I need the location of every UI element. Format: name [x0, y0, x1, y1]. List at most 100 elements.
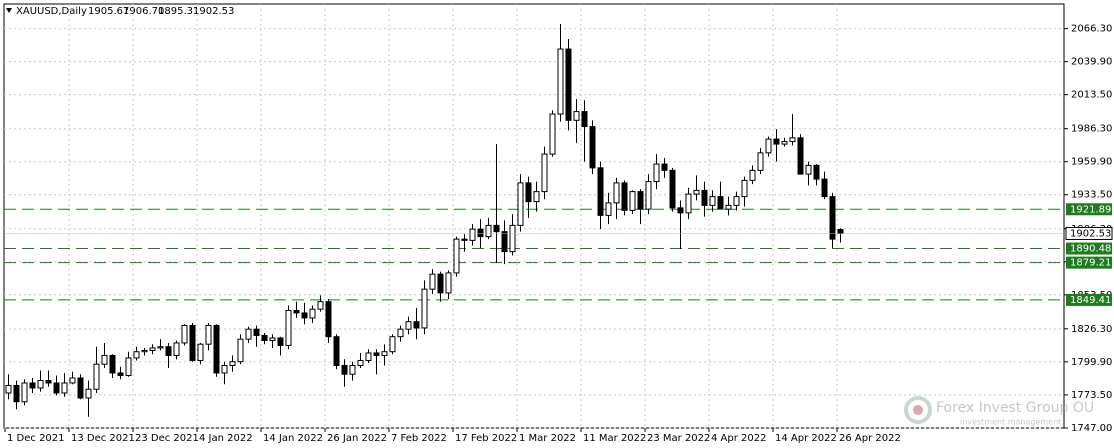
y-tick-label: 1933.50 — [1071, 190, 1112, 201]
candle-body — [213, 324, 220, 374]
candle-body — [709, 196, 716, 206]
level-label: 1879.21 — [1070, 258, 1111, 269]
x-tick-label: 17 Feb 2022 — [455, 433, 517, 444]
candle-body — [781, 141, 788, 145]
candle-body — [405, 321, 412, 330]
candle-body — [597, 167, 604, 216]
candle-body — [237, 338, 244, 363]
candle-body — [149, 347, 156, 351]
candle-body — [221, 364, 228, 374]
candle-body — [445, 272, 452, 294]
x-tick-label: 26 Jan 2022 — [327, 433, 387, 444]
candle-body — [461, 238, 468, 241]
candle-body — [621, 182, 628, 211]
y-tick-label: 1959.90 — [1071, 157, 1112, 168]
candle-body — [573, 111, 580, 121]
candle-body — [45, 379, 52, 384]
candle-body — [637, 191, 644, 210]
candle-body — [701, 189, 708, 206]
level-label: 1921.89 — [1070, 204, 1111, 215]
candle-body — [77, 377, 84, 399]
ohlc-close: 1902.53 — [193, 6, 234, 17]
x-tick-label: 14 Apr 2022 — [775, 433, 837, 444]
candle-body — [93, 363, 100, 390]
candle-body — [757, 152, 764, 171]
candle-body — [717, 196, 724, 210]
candle-body — [469, 228, 476, 241]
candle-body — [749, 169, 756, 181]
candle-body — [101, 354, 108, 365]
candle-body — [421, 288, 428, 329]
candle-body — [69, 377, 76, 384]
candle-body — [325, 301, 332, 338]
candle-body — [37, 379, 44, 389]
candle-body — [773, 138, 780, 145]
level-label-box — [1066, 256, 1112, 269]
y-tick-label: 2066.30 — [1071, 24, 1112, 35]
candle-body — [333, 336, 340, 366]
candle-body — [261, 334, 268, 341]
candle-body — [645, 181, 652, 210]
candle-body — [301, 312, 308, 319]
candle-body — [205, 324, 212, 345]
collapse-icon — [6, 8, 12, 13]
candle-body — [53, 382, 60, 394]
price-label: 1902.53 — [1070, 228, 1111, 239]
watermark-title: Forex Invest Group OU — [936, 400, 1094, 416]
candle-body — [229, 361, 236, 366]
y-tick-label: 1799.90 — [1071, 357, 1112, 368]
candle-body — [493, 224, 500, 233]
candle-body — [173, 342, 180, 356]
candle-body — [429, 273, 436, 290]
candle-body — [549, 113, 556, 155]
candle-body — [829, 196, 836, 240]
watermark: Forex Invest Group OU investment managem… — [904, 396, 1094, 427]
x-tick-label: 7 Feb 2022 — [391, 433, 447, 444]
candle-body — [605, 202, 612, 216]
candle-body — [157, 346, 164, 349]
ohlc-low: 1895.31 — [158, 6, 199, 17]
level-label-box — [1066, 242, 1112, 255]
candle-body — [685, 193, 692, 214]
level-label: 1890.48 — [1070, 244, 1111, 255]
y-tick-label: 1747.00 — [1071, 423, 1112, 434]
x-tick-label: 1 Mar 2022 — [519, 433, 576, 444]
candle-body — [485, 224, 492, 238]
y-tick-label: 2013.50 — [1071, 90, 1112, 101]
candle-body — [413, 321, 420, 329]
candle-body — [61, 382, 68, 394]
candle-body — [349, 364, 356, 375]
candle-body — [381, 351, 388, 356]
candle-body — [181, 324, 188, 344]
candle-body — [309, 308, 316, 319]
candle-body — [29, 382, 36, 389]
candle-body — [805, 164, 812, 175]
candle-body — [741, 179, 748, 198]
plot-frame — [3, 3, 1065, 429]
watermark-logo — [904, 396, 932, 424]
candle-body — [533, 191, 540, 203]
candle-body — [821, 178, 828, 198]
candle-body — [437, 273, 444, 294]
candle-body — [477, 228, 484, 238]
candle-body — [397, 328, 404, 338]
ohlc-open: 1905.67 — [88, 6, 129, 17]
candle-body — [693, 189, 700, 195]
x-tick-label: 14 Jan 2022 — [263, 433, 323, 444]
candle-body — [317, 301, 324, 310]
candle-body — [365, 352, 372, 361]
candle-body — [629, 191, 636, 211]
candle-body — [341, 364, 348, 375]
candle-body — [565, 48, 572, 121]
level-label-box — [1066, 293, 1112, 306]
watermark-subtitle: investment management — [960, 418, 1061, 427]
candle-body — [285, 309, 292, 346]
candle-body — [501, 231, 508, 253]
candle-body — [189, 324, 196, 361]
candle-body — [141, 349, 148, 353]
candle-body — [85, 388, 92, 399]
y-tick-label: 1826.30 — [1071, 324, 1112, 335]
x-tick-label: 23 Dec 2021 — [135, 433, 199, 444]
candle-body — [669, 169, 676, 209]
